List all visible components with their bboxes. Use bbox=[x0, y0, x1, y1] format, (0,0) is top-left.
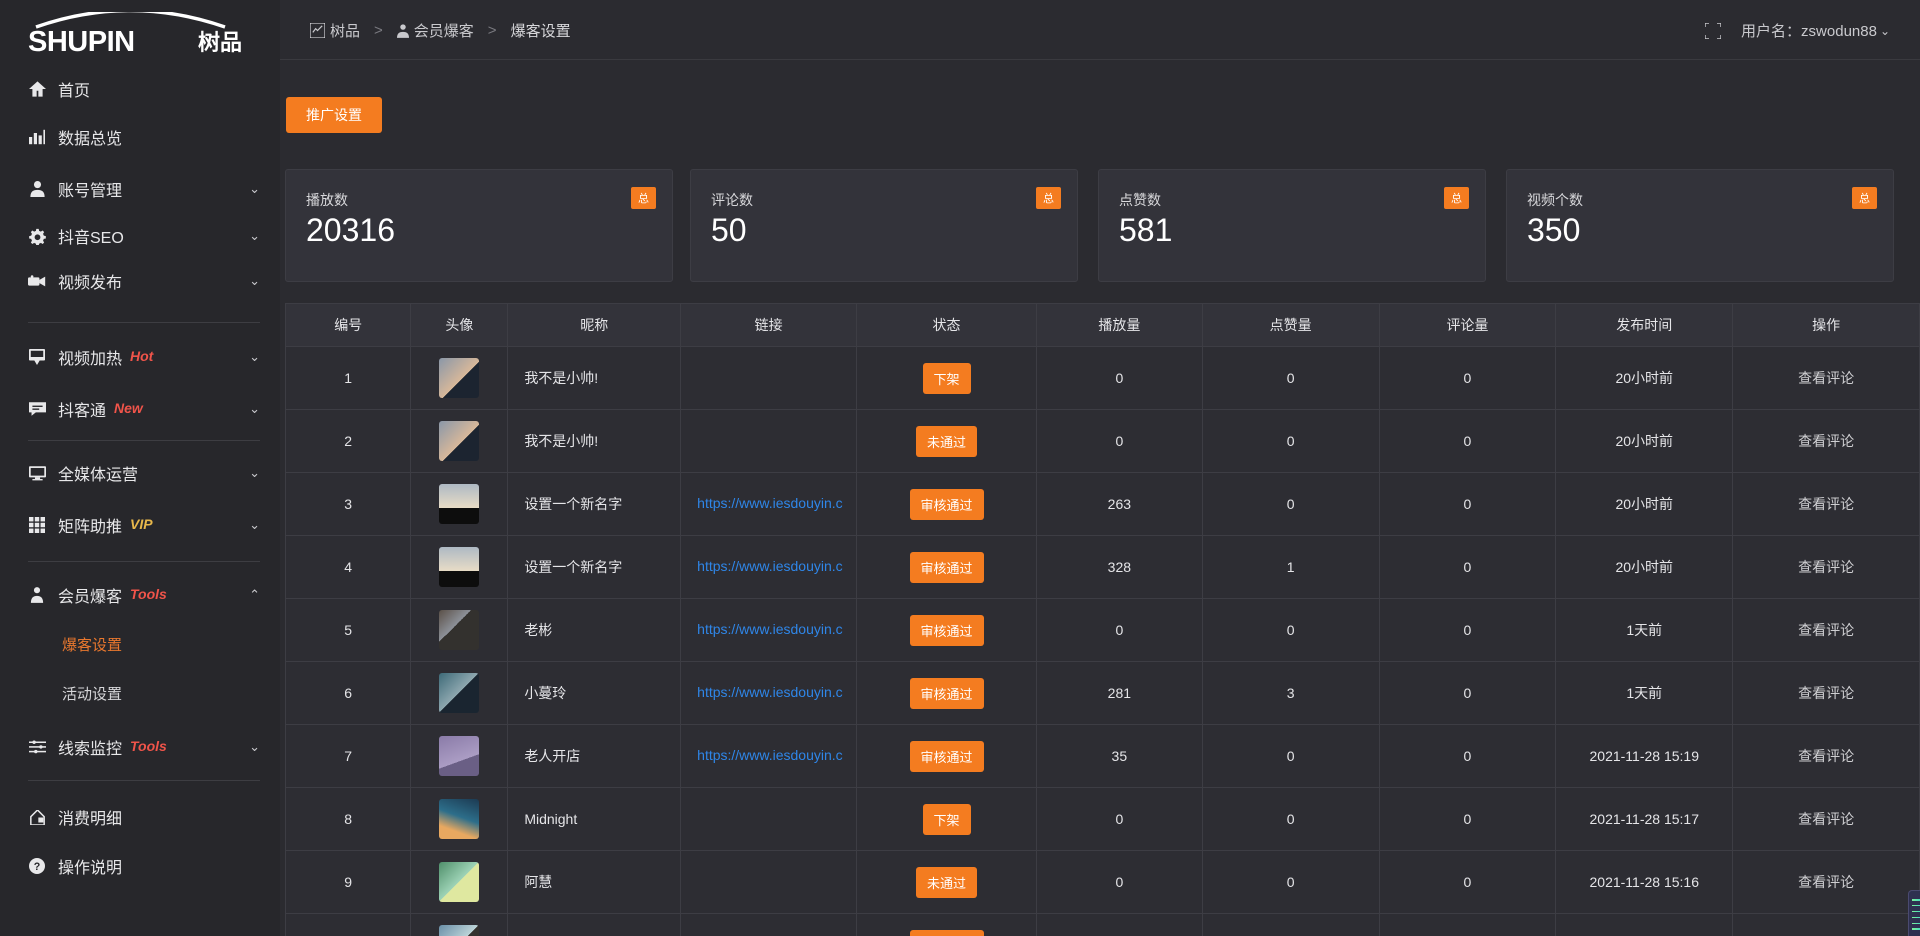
svg-text:SHUPIN: SHUPIN bbox=[28, 26, 135, 58]
svg-text:?: ? bbox=[34, 861, 41, 873]
svg-text:树品: 树品 bbox=[198, 30, 242, 55]
